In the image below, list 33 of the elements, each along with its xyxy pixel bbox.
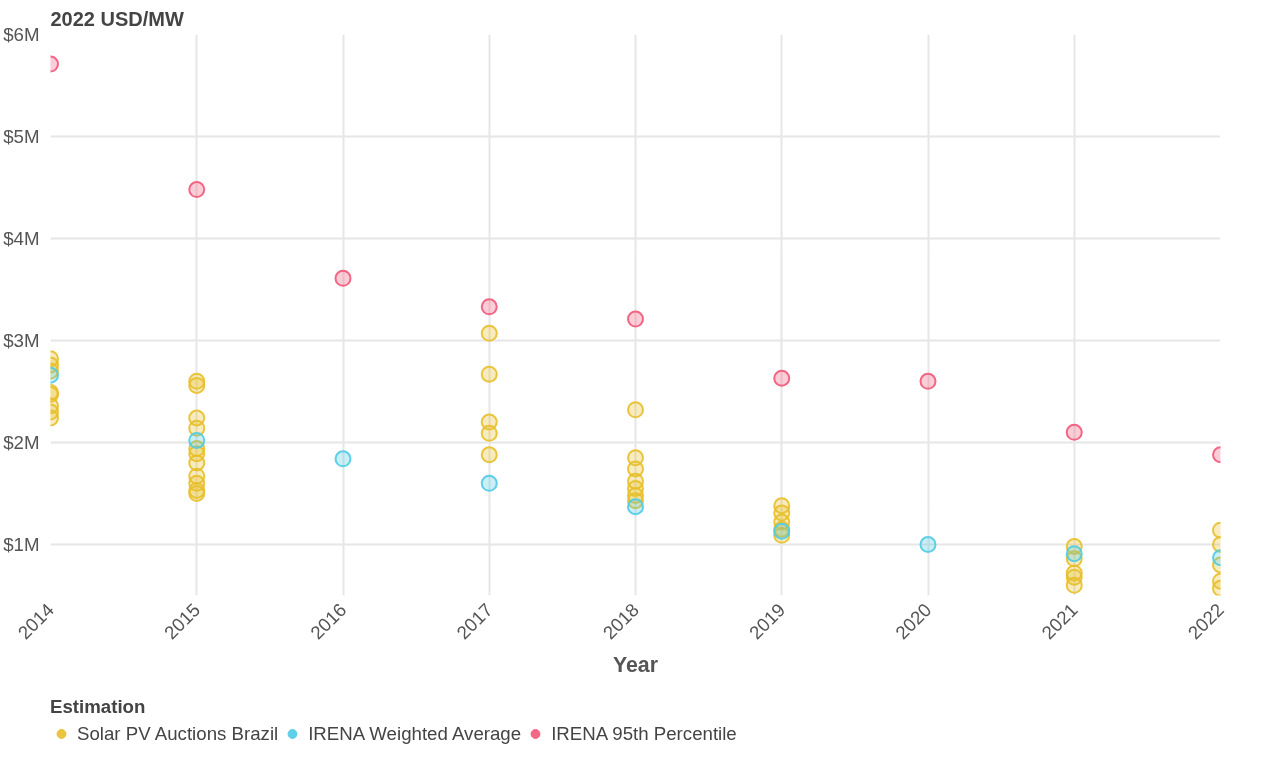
y-tick-label: $1M bbox=[3, 534, 40, 555]
point bbox=[188, 485, 206, 502]
x-axis-title: Year bbox=[612, 653, 659, 678]
point bbox=[919, 536, 937, 553]
y-tick-label: $4M bbox=[3, 228, 40, 249]
point bbox=[1065, 423, 1083, 441]
point bbox=[480, 474, 498, 492]
legend-title: Estimation bbox=[50, 695, 147, 718]
point bbox=[188, 431, 206, 449]
y-tick-label: $3M bbox=[3, 330, 40, 351]
point bbox=[627, 310, 644, 328]
point bbox=[627, 498, 644, 516]
y-tick-label: $6M bbox=[3, 24, 40, 45]
point bbox=[480, 298, 498, 316]
point bbox=[1065, 545, 1083, 563]
legend-label: IRENA Weighted Average bbox=[308, 722, 522, 745]
point bbox=[919, 372, 937, 390]
legend-label: Solar PV Auctions Brazil bbox=[77, 722, 279, 745]
point bbox=[480, 424, 498, 442]
point bbox=[1065, 576, 1083, 594]
y-axis-title: 2022 USD/MW bbox=[50, 7, 184, 30]
point bbox=[480, 324, 498, 342]
point bbox=[334, 450, 352, 468]
point bbox=[480, 446, 498, 464]
y-tick-label: $2M bbox=[3, 432, 40, 453]
point bbox=[334, 269, 352, 287]
point bbox=[188, 376, 206, 394]
point bbox=[773, 369, 791, 387]
legend-label: IRENA 95th Percentile bbox=[551, 722, 737, 745]
point bbox=[480, 365, 498, 383]
point bbox=[188, 181, 206, 199]
point bbox=[627, 401, 644, 419]
y-tick-label: $5M bbox=[3, 126, 40, 147]
